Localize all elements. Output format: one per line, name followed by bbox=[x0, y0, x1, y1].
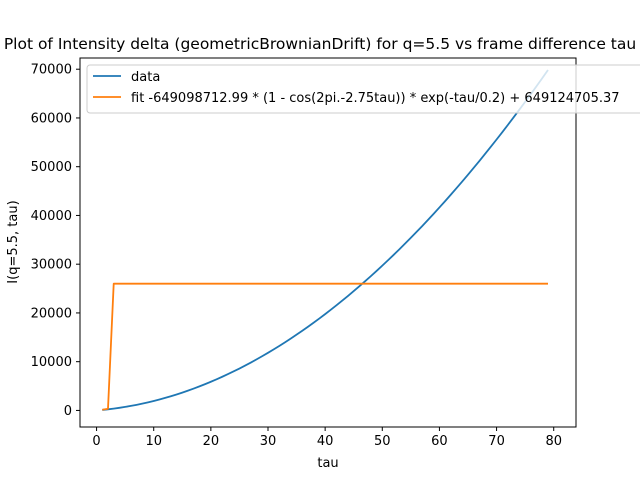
x-tick-label: 10 bbox=[145, 434, 162, 449]
y-tick-label: 30000 bbox=[31, 258, 72, 273]
y-tick-label: 10000 bbox=[31, 355, 72, 370]
y-tick-label: 60000 bbox=[31, 111, 72, 126]
legend: data fit -649098712.99 * (1 - cos(2pi.-2… bbox=[86, 64, 640, 114]
x-tick-label: 40 bbox=[317, 434, 334, 449]
legend-label-fit: fit -649098712.99 * (1 - cos(2pi.-2.75ta… bbox=[131, 91, 620, 106]
y-tick-label: 50000 bbox=[31, 160, 72, 175]
x-tick-label: 50 bbox=[374, 434, 391, 449]
x-tick-label: 80 bbox=[545, 434, 562, 449]
plot-area bbox=[79, 57, 577, 428]
series-layer bbox=[102, 69, 549, 411]
legend-box bbox=[86, 64, 640, 114]
chart-title: Plot of Intensity delta (geometricBrowni… bbox=[4, 35, 636, 53]
y-axis-label: I(q=5.5, tau) bbox=[6, 200, 21, 283]
y-axis: 0 10000 20000 30000 40000 50000 60000 70000 bbox=[31, 63, 80, 419]
x-axis: 0 10 20 30 40 50 60 70 80 bbox=[92, 427, 562, 449]
x-tick-label: 30 bbox=[260, 434, 277, 449]
plot-frame bbox=[79, 57, 577, 428]
y-tick-label: 40000 bbox=[31, 209, 72, 224]
y-tick-label: 20000 bbox=[31, 306, 72, 321]
x-tick-label: 60 bbox=[431, 434, 448, 449]
y-tick-label: 0 bbox=[64, 404, 72, 419]
legend-label-data: data bbox=[131, 70, 160, 85]
x-tick-label: 20 bbox=[203, 434, 220, 449]
y-tick-label: 70000 bbox=[31, 63, 72, 78]
x-tick-label: 0 bbox=[92, 434, 100, 449]
series-line-fit bbox=[102, 282, 548, 411]
x-tick-label: 70 bbox=[488, 434, 505, 449]
x-axis-label: tau bbox=[317, 456, 338, 471]
series-line-data bbox=[102, 69, 549, 411]
